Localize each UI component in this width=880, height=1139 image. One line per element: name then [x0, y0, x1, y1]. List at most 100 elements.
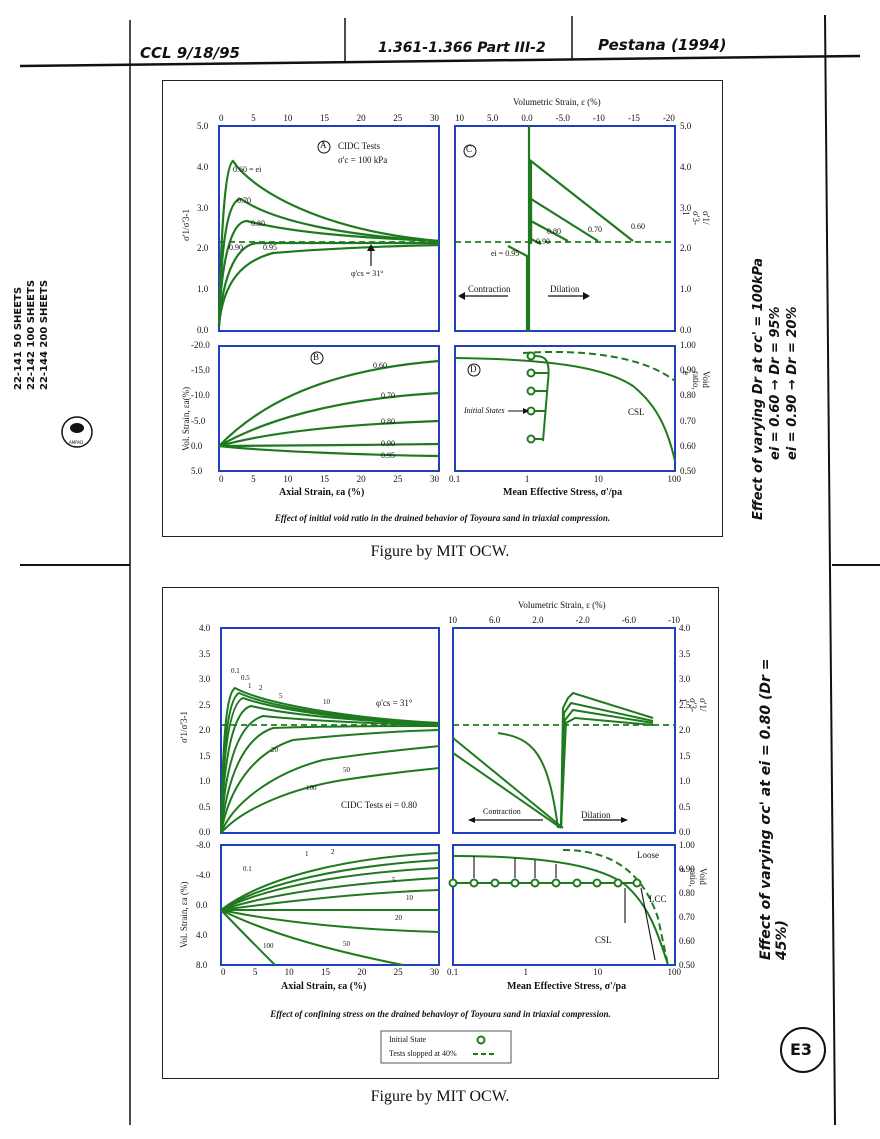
f1d-initial-states: Initial States [464, 406, 505, 415]
tick: 0.0 [196, 900, 208, 910]
f2-panel-a-curves [220, 686, 440, 834]
tick: 4.0 [679, 623, 691, 633]
f2c-contraction: Contraction [483, 807, 521, 816]
f1c-curve-label-070: 0.70 [588, 225, 602, 234]
f1b-ylabel: Vol. Strain, εa(%) [181, 386, 191, 451]
f2-panel-d-curves [452, 849, 669, 966]
f2b-x-ticks: 0 5 10 15 20 25 30 [221, 967, 439, 977]
tick: 0.60 [679, 936, 695, 946]
tick: -15.0 [191, 365, 210, 376]
side-note-bottom: Effect of varying σc' at ei = 0.80 (Dr =… [758, 658, 790, 960]
pad-label: 22-141 50 SHEETS 22-142 100 SHEETS 22-14… [12, 240, 72, 390]
f1-panel-c-curves [507, 126, 634, 331]
figure-2-inner-caption: Effect of confining stress on the draine… [270, 1009, 611, 1019]
tick: 0.50 [679, 960, 695, 970]
f2b-y-ticks: -8.0 -4.0 0.0 4.0 8.0 [196, 840, 210, 970]
f2a-curve-label-1: 1 [248, 682, 252, 690]
tick: 0.60 [680, 440, 696, 451]
tick: 0.0 [191, 440, 203, 451]
tick: 0.0 [521, 113, 533, 123]
f2a-y-ticks: 0.0 0.5 1.0 1.5 2.0 2.5 3.0 3.5 4.0 [199, 623, 210, 837]
f1-panel-c-frame [454, 125, 676, 332]
f2b-curve-label-100: 100 [263, 942, 274, 950]
f2d-lcc: LCC [649, 894, 667, 904]
f2-panel-d-frame [452, 844, 676, 966]
tick: 20 [357, 967, 367, 977]
tick: 1.0 [679, 776, 691, 786]
tick: -4.0 [196, 870, 211, 880]
f1a-ylabel: σ'1/σ'3-1 [181, 209, 191, 241]
f2a-curve-label-01: 0.1 [231, 667, 240, 675]
tick: 0.80 [680, 390, 696, 401]
tick: 20 [356, 113, 366, 123]
f1c-ylabel: σ'1/σ'3-1 [681, 211, 711, 225]
tick: 25 [393, 113, 403, 123]
tick: 1 [524, 474, 530, 484]
tick: 0.1 [447, 967, 459, 977]
tick: 20 [356, 474, 366, 484]
tick: 2.5 [199, 699, 211, 710]
f2b-ylabel: Vol. Strain, εa (%) [179, 881, 189, 948]
f1a-curve-label-070: 0.70 [237, 196, 251, 205]
f1b-curve-label-090: 0.90 [381, 439, 395, 448]
f1c-curve-label-080: 0.80 [547, 227, 561, 236]
f1b-y-ticks: -20.0 -15.0 -10.0 -5.0 0.0 5.0 [191, 340, 210, 476]
figure-1-svg [217, 125, 676, 472]
tick: -10.0 [191, 390, 210, 401]
f1c-contraction: Contraction [468, 284, 511, 294]
f1-panel-b-frame [218, 345, 440, 472]
tick: 30 [429, 474, 439, 484]
tick: 2.5 [679, 699, 691, 710]
page-id-e3: E3 [790, 1040, 813, 1059]
tick: 5.0 [197, 121, 209, 131]
tick: 0.0 [680, 324, 692, 335]
f1a-curve-label-060: 0.60 = ei [233, 165, 262, 174]
f2-legend-initial-state: Initial State [389, 1035, 427, 1044]
f1-panel-a-frame [218, 125, 440, 332]
figure-2-credit: Figure by MIT OCW. [370, 1088, 510, 1105]
f1-panel-d-initial-states [526, 351, 536, 444]
side-note-top-line-2: ei = 0.60 → Dr = 95% [768, 306, 783, 461]
f1a-x-ticks: 0 5 10 15 20 25 30 [219, 113, 439, 123]
tick: -5.0 [555, 113, 570, 123]
tick: -10 [592, 113, 605, 123]
tick: 2.0 [532, 615, 544, 625]
f1a-phi-label: φ'cs = 31° [351, 269, 384, 278]
f1a-y-ticks: 0.0 1.0 2.0 3.0 4.0 5.0 [197, 121, 208, 335]
f2-panel-b-frame [220, 844, 440, 966]
tick: 0.0 [679, 827, 691, 837]
f2c-x-ticks: 10 6.0 2.0 -2.0 -6.0 -10 [448, 615, 680, 625]
header-initials-date: CCL 9/18/95 [140, 44, 240, 62]
f1a-curve-label-090: 0.90 [229, 243, 243, 252]
f1a-label: A [320, 140, 327, 150]
tick: 1.0 [199, 776, 211, 786]
f2-legend-box [380, 1030, 512, 1064]
tick: -20 [662, 113, 675, 123]
tick: 2.0 [679, 725, 691, 735]
f1d-y-ticks: 0.50 0.60 0.70 0.80 0.90 1.00 [680, 340, 696, 476]
tick: 10 [284, 967, 294, 977]
f2b-curve-label-5: 5 [392, 876, 396, 884]
f2d-csl: CSL [595, 935, 612, 945]
tick: -15 [627, 113, 640, 123]
figure-1-inner-caption: Effect of initial void ratio in the drai… [274, 513, 611, 523]
f1c-curve-label-095: ei = 0.95 [491, 249, 520, 258]
f2a-curve-label-20: 20 [271, 746, 278, 754]
f2a-curve-label-50: 50 [343, 766, 350, 774]
tick: 8.0 [196, 960, 208, 970]
tick: 3.0 [197, 202, 209, 213]
tick: 0 [221, 967, 226, 977]
tick: 5 [251, 113, 256, 123]
pad-line-1: 22-141 50 SHEETS [13, 286, 24, 390]
f2b-curve-label-1: 1 [305, 850, 309, 858]
f2-panel-c-curves [452, 691, 654, 829]
side-note-top-line-1: Effect of varying Dr at σc' = 100kPa [751, 258, 766, 520]
f2b-curve-label-2: 2 [331, 848, 335, 856]
figure-1-credit: Figure by MIT OCW. [370, 543, 510, 560]
f1a-curve-095 [217, 243, 440, 327]
f1c-curve-label-060: 0.60 [631, 222, 645, 231]
tick: 3.0 [680, 202, 692, 213]
f1c-y-ticks: 0.0 1.0 2.0 3.0 4.0 5.0 [680, 121, 691, 335]
tick: 30 [429, 967, 439, 977]
tick: 15 [319, 113, 329, 123]
